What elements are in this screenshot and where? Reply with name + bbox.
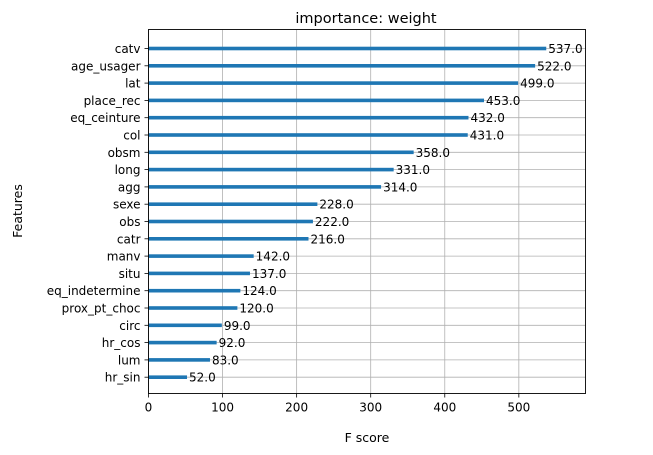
- bar: [148, 98, 485, 103]
- feature-label: obs: [119, 215, 140, 229]
- bar: [148, 254, 254, 258]
- feature-label: age_usager: [71, 59, 141, 73]
- feature-label: eq_ceinture: [70, 111, 140, 125]
- bar: [148, 133, 468, 137]
- feature-label: lat: [125, 77, 141, 91]
- feature-label: obsm: [108, 146, 141, 160]
- bar: [148, 202, 318, 206]
- bar: [148, 81, 519, 85]
- y-axis-label: Features: [10, 184, 25, 238]
- value-label: 120.0: [239, 302, 273, 316]
- x-ticks: 0 100 200 300 400 500: [145, 393, 530, 415]
- feature-label: eq_indetermine: [47, 284, 141, 298]
- bar: [148, 323, 222, 328]
- value-label: 216.0: [310, 232, 344, 246]
- value-label: 137.0: [252, 267, 286, 281]
- value-label: 331.0: [396, 163, 430, 177]
- value-label: 499.0: [520, 77, 554, 91]
- feature-label: catr: [117, 232, 141, 246]
- value-label: 92.0: [219, 336, 246, 350]
- feature-label: manv: [107, 250, 141, 264]
- x-tick-label: 300: [359, 401, 382, 415]
- feature-label: lum: [118, 353, 141, 367]
- chart-title: importance: weight: [295, 11, 437, 27]
- feature-label: hr_cos: [102, 336, 141, 350]
- x-tick-label: 500: [507, 401, 530, 415]
- feature-label: agg: [118, 180, 141, 194]
- bar: [148, 288, 241, 293]
- feature-label: catv: [115, 42, 141, 56]
- value-label: 522.0: [537, 59, 571, 73]
- value-label: 124.0: [242, 284, 276, 298]
- feature-label: prox_pt_choc: [62, 302, 141, 316]
- bar: [148, 64, 536, 68]
- feature-label: situ: [119, 267, 141, 281]
- value-label: 228.0: [319, 198, 353, 212]
- bar: [148, 185, 382, 189]
- bar: [148, 358, 210, 362]
- plot-frame: [148, 29, 586, 394]
- feature-label: circ: [119, 319, 140, 333]
- value-label: 83.0: [212, 353, 239, 367]
- value-label: 453.0: [486, 94, 520, 108]
- value-label: 222.0: [315, 215, 349, 229]
- bars: [148, 46, 547, 379]
- x-tick-label: 200: [285, 401, 308, 415]
- x-axis-label: F score: [345, 430, 390, 445]
- bar: [148, 46, 547, 51]
- value-label: 314.0: [383, 180, 417, 194]
- value-label: 142.0: [256, 250, 290, 264]
- value-label: 432.0: [470, 111, 504, 125]
- x-tick-label: 400: [433, 401, 456, 415]
- x-tick-label: 0: [145, 401, 153, 415]
- feature-label: long: [115, 163, 141, 177]
- value-label: 358.0: [416, 146, 450, 160]
- bar: [148, 115, 469, 120]
- value-label: 52.0: [189, 371, 216, 385]
- feature-label: sexe: [113, 198, 141, 212]
- feature-label: hr_sin: [105, 371, 141, 385]
- feature-label: col: [123, 129, 140, 143]
- feature-label: place_rec: [84, 94, 141, 108]
- value-label: 537.0: [548, 42, 582, 56]
- value-label: 431.0: [470, 129, 504, 143]
- bar: [148, 340, 217, 345]
- value-label: 99.0: [224, 319, 251, 333]
- bar: [148, 167, 394, 172]
- bar: [148, 150, 414, 155]
- bar: [148, 237, 309, 241]
- bar: [148, 271, 250, 276]
- x-tick-label: 100: [211, 401, 234, 415]
- bar: [148, 306, 238, 310]
- bar: [148, 375, 188, 379]
- bar: [148, 219, 313, 224]
